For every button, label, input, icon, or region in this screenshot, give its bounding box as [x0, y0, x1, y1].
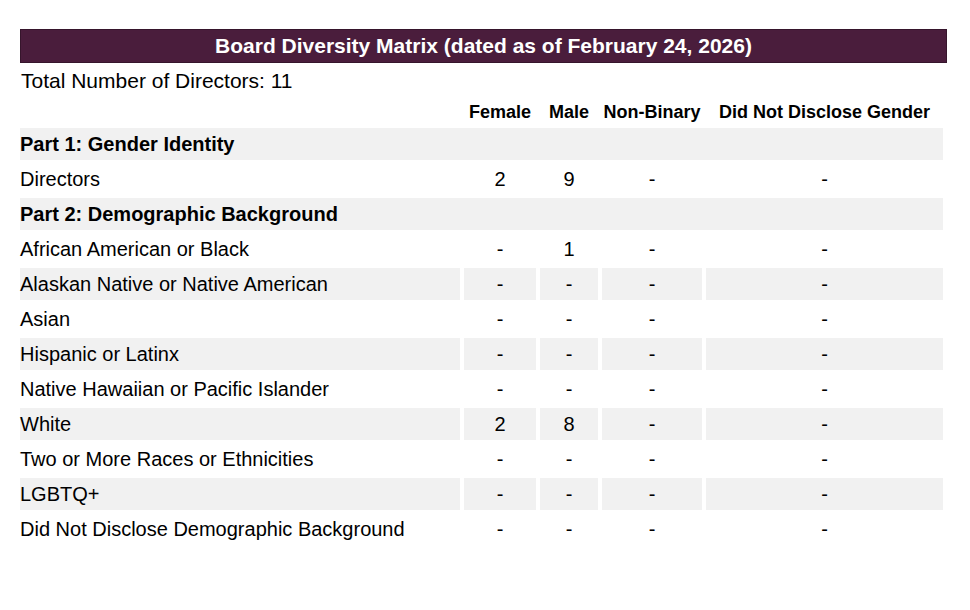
- cell-non-binary: -: [602, 478, 702, 510]
- cell-female: -: [464, 443, 536, 475]
- cell-male: 8: [540, 408, 598, 440]
- table-row-lgbtq: LGBTQ+ - - - -: [20, 478, 943, 510]
- cell-did-not-disclose: -: [706, 408, 943, 440]
- row-label: Hispanic or Latinx: [20, 338, 460, 370]
- cell-male: -: [540, 268, 598, 300]
- row-label-text: Did Not Disclose Demographic Background: [20, 513, 450, 545]
- col-header-did-not-disclose-gender: Did Not Disclose Gender: [706, 99, 943, 125]
- column-header-row: Female Male Non-Binary Did Not Disclose …: [20, 99, 943, 125]
- cell-did-not-disclose: -: [706, 478, 943, 510]
- row-label: Asian: [20, 303, 460, 335]
- cell-female: -: [464, 338, 536, 370]
- cell-female: -: [464, 303, 536, 335]
- cell-non-binary: -: [602, 268, 702, 300]
- cell-did-not-disclose: -: [706, 443, 943, 475]
- cell-female: -: [464, 478, 536, 510]
- row-label: White: [20, 408, 460, 440]
- section-label: Part 2: Demographic Background: [20, 198, 943, 230]
- cell-non-binary: -: [602, 338, 702, 370]
- cell-male: -: [540, 478, 598, 510]
- table-row-native-hawaiian-or-pacific-islander: Native Hawaiian or Pacific Islander - - …: [20, 373, 943, 405]
- section-row-part2-demographic-background: Part 2: Demographic Background: [20, 198, 943, 230]
- total-directors-line: Total Number of Directors: 11: [21, 68, 293, 94]
- cell-female: -: [464, 373, 536, 405]
- section-row-part1-gender-identity: Part 1: Gender Identity: [20, 128, 943, 160]
- matrix-title-bar: Board Diversity Matrix (dated as of Febr…: [20, 29, 947, 63]
- board-diversity-matrix-document: Board Diversity Matrix (dated as of Febr…: [0, 0, 970, 610]
- cell-male: -: [540, 443, 598, 475]
- cell-female: 2: [464, 163, 536, 195]
- row-label: LGBTQ+: [20, 478, 460, 510]
- cell-female: -: [464, 268, 536, 300]
- matrix-title: Board Diversity Matrix (dated as of Febr…: [215, 34, 752, 57]
- cell-did-not-disclose: -: [706, 373, 943, 405]
- section-label: Part 1: Gender Identity: [20, 128, 943, 160]
- cell-male: 1: [540, 233, 598, 265]
- cell-did-not-disclose: -: [706, 163, 943, 195]
- cell-male: -: [540, 338, 598, 370]
- cell-did-not-disclose: -: [706, 233, 943, 265]
- table-row-alaskan-native-or-native-american: Alaskan Native or Native American - - - …: [20, 268, 943, 300]
- cell-did-not-disclose: -: [706, 513, 943, 545]
- cell-did-not-disclose: -: [706, 338, 943, 370]
- col-header-non-binary: Non-Binary: [602, 99, 702, 125]
- table-row-two-or-more-races-or-ethnicities: Two or More Races or Ethnicities - - - -: [20, 443, 943, 475]
- table-row-did-not-disclose-demographic-background: Did Not Disclose Demographic Background …: [20, 513, 943, 545]
- row-label: Two or More Races or Ethnicities: [20, 443, 460, 475]
- table-row-african-american-or-black: African American or Black - 1 - -: [20, 233, 943, 265]
- row-label: Alaskan Native or Native American: [20, 268, 460, 300]
- row-label: Directors: [20, 163, 460, 195]
- cell-non-binary: -: [602, 408, 702, 440]
- row-label: African American or Black: [20, 233, 460, 265]
- cell-non-binary: -: [602, 303, 702, 335]
- cell-did-not-disclose: -: [706, 303, 943, 335]
- table-row-asian: Asian - - - -: [20, 303, 943, 335]
- cell-non-binary: -: [602, 233, 702, 265]
- cell-non-binary: -: [602, 513, 702, 545]
- cell-non-binary: -: [602, 443, 702, 475]
- cell-female: -: [464, 513, 536, 545]
- cell-male: -: [540, 303, 598, 335]
- cell-male: -: [540, 373, 598, 405]
- cell-female: 2: [464, 408, 536, 440]
- col-header-female: Female: [464, 99, 536, 125]
- col-header-male: Male: [540, 99, 598, 125]
- row-label: Native Hawaiian or Pacific Islander: [20, 373, 460, 405]
- cell-male: 9: [540, 163, 598, 195]
- cell-female: -: [464, 233, 536, 265]
- cell-male: -: [540, 513, 598, 545]
- table-row-directors: Directors 2 9 - -: [20, 163, 943, 195]
- col-header-empty: [20, 99, 460, 125]
- table-row-white: White 2 8 - -: [20, 408, 943, 440]
- cell-non-binary: -: [602, 163, 702, 195]
- cell-non-binary: -: [602, 373, 702, 405]
- cell-did-not-disclose: -: [706, 268, 943, 300]
- row-label: Did Not Disclose Demographic Background: [20, 513, 460, 545]
- diversity-matrix-table: Female Male Non-Binary Did Not Disclose …: [16, 96, 947, 548]
- table-row-hispanic-or-latinx: Hispanic or Latinx - - - -: [20, 338, 943, 370]
